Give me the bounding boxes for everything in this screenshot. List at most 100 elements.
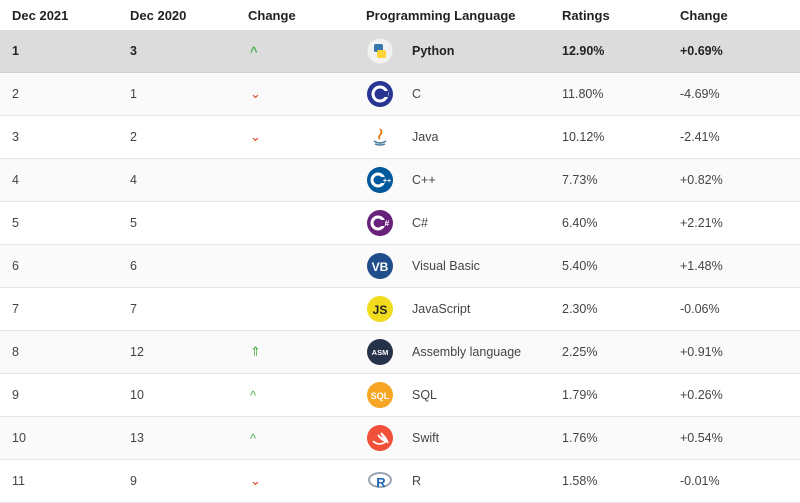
rank-dec-2020: 2 <box>130 115 248 159</box>
table-row[interactable]: 2 1 ⌄ C 11.80% -4.69% <box>0 72 800 116</box>
col-header-dec-2021[interactable]: Dec 2021 <box>12 7 69 23</box>
table-header-row: Dec 2021 Dec 2020 Change Programming Lan… <box>0 0 800 30</box>
rank-dec-2020: 3 <box>130 30 248 73</box>
rating-value: 7.73% <box>562 158 680 202</box>
table-row[interactable]: 9 10 ^ SQL SQL 1.79% +0.26% <box>0 373 800 417</box>
rank-dec-2021: 2 <box>0 72 130 116</box>
language-cell: C <box>366 72 562 116</box>
arrow-up-icon: ^ <box>250 43 258 59</box>
rating-value: 5.40% <box>562 244 680 288</box>
table-row[interactable]: 3 2 ⌄ Java 10.12% -2.41% <box>0 115 800 159</box>
rating-change-value: +0.91% <box>680 330 800 374</box>
language-cell: Python <box>366 30 562 73</box>
trend-cell: ^ <box>248 416 366 460</box>
rank-dec-2021: 5 <box>0 201 130 245</box>
rank-dec-2020: 9 <box>130 459 248 503</box>
language-cell: SQL SQL <box>366 373 562 417</box>
rank-dec-2021: 7 <box>0 287 130 331</box>
language-name: R <box>412 474 422 488</box>
rank-dec-2021: 10 <box>0 416 130 460</box>
table-row[interactable]: 7 7 JS JavaScript 2.30% -0.06% <box>0 287 800 331</box>
cpp-icon: ++ <box>366 166 394 194</box>
svg-text:R: R <box>376 475 386 490</box>
svg-text:VB: VB <box>372 260 389 274</box>
svg-text:++: ++ <box>383 178 391 185</box>
table-row[interactable]: 8 12 ⇑ ASM Assembly language 2.25% +0.91% <box>0 330 800 374</box>
language-cell: Java <box>366 115 562 159</box>
language-name-group: # C# <box>366 209 562 237</box>
language-name: Swift <box>412 431 440 445</box>
trend-cell: ^ <box>248 373 366 417</box>
language-name-group: Java <box>366 123 562 151</box>
rating-change-value: -2.41% <box>680 115 800 159</box>
table-row[interactable]: 6 6 VB Visual Basic 5.40% +1.48% <box>0 244 800 288</box>
svg-text:ASM: ASM <box>372 348 389 357</box>
rating-value: 11.80% <box>562 72 680 116</box>
table-row[interactable]: 5 5 # C# 6.40% +2.21% <box>0 201 800 245</box>
arrow-down-icon: ⌄ <box>250 473 261 488</box>
rank-dec-2021: 9 <box>0 373 130 417</box>
arrow-up-icon: ⇑ <box>250 344 261 359</box>
language-name-group: VB Visual Basic <box>366 252 562 280</box>
language-cell: VB Visual Basic <box>366 244 562 288</box>
trend-cell: ⌄ <box>248 459 366 503</box>
python-icon <box>366 37 394 65</box>
rating-change-value: +1.48% <box>680 244 800 288</box>
language-name: SQL <box>412 388 438 402</box>
col-header-change-percent[interactable]: Change <box>680 7 728 23</box>
language-name-group: ASM Assembly language <box>366 338 562 366</box>
svg-text:SQL: SQL <box>371 391 390 401</box>
table-row[interactable]: 1 3 ^ Python 12.90% +0.69% <box>0 30 800 73</box>
trend-cell <box>248 201 366 245</box>
rank-dec-2021: 1 <box>0 30 130 73</box>
col-header-ratings[interactable]: Ratings <box>562 7 610 23</box>
swift-icon <box>366 424 394 452</box>
rank-dec-2021: 6 <box>0 244 130 288</box>
language-name-group: Swift <box>366 424 562 452</box>
trend-cell <box>248 287 366 331</box>
language-name: JavaScript <box>412 302 471 316</box>
trend-cell: ⌄ <box>248 72 366 116</box>
c-icon <box>366 80 394 108</box>
language-name-group: Python <box>366 37 562 65</box>
sql-icon: SQL <box>366 381 394 409</box>
language-name: Python <box>412 44 455 58</box>
rank-dec-2020: 1 <box>130 72 248 116</box>
language-cell: # C# <box>366 201 562 245</box>
language-cell: ASM Assembly language <box>366 330 562 374</box>
rating-value: 1.76% <box>562 416 680 460</box>
rank-dec-2020: 10 <box>130 373 248 417</box>
trend-cell: ⌄ <box>248 115 366 159</box>
col-header-dec-2020[interactable]: Dec 2020 <box>130 7 187 23</box>
col-header-language[interactable]: Programming Language <box>366 7 516 23</box>
trend-cell: ^ <box>248 30 366 73</box>
table-row[interactable]: 11 9 ⌄ R R 1.58% -0.01% <box>0 459 800 503</box>
rank-dec-2021: 8 <box>0 330 130 374</box>
col-header-change[interactable]: Change <box>248 7 296 23</box>
rating-value: 6.40% <box>562 201 680 245</box>
rank-dec-2021: 3 <box>0 115 130 159</box>
language-name: Visual Basic <box>412 259 480 273</box>
language-name: Assembly language <box>412 345 522 359</box>
rating-value: 10.12% <box>562 115 680 159</box>
arrow-down-icon: ⌄ <box>250 129 261 144</box>
trend-cell <box>248 158 366 202</box>
java-icon <box>366 123 394 151</box>
rank-dec-2020: 13 <box>130 416 248 460</box>
rank-dec-2020: 5 <box>130 201 248 245</box>
rank-dec-2021: 4 <box>0 158 130 202</box>
language-cell: JS JavaScript <box>366 287 562 331</box>
table-row[interactable]: 4 4 ++ C++ 7.73% +0.82% <box>0 158 800 202</box>
svg-text:#: # <box>385 219 390 228</box>
language-cell: ++ C++ <box>366 158 562 202</box>
rank-dec-2021: 11 <box>0 459 130 503</box>
svg-text:JS: JS <box>373 303 388 317</box>
rank-dec-2020: 6 <box>130 244 248 288</box>
language-name: C# <box>412 216 428 230</box>
language-name-group: C <box>366 80 562 108</box>
arrow-up-icon: ^ <box>250 387 257 403</box>
table-row[interactable]: 10 13 ^ Swift 1.76% +0.54% <box>0 416 800 460</box>
rating-change-value: +0.26% <box>680 373 800 417</box>
